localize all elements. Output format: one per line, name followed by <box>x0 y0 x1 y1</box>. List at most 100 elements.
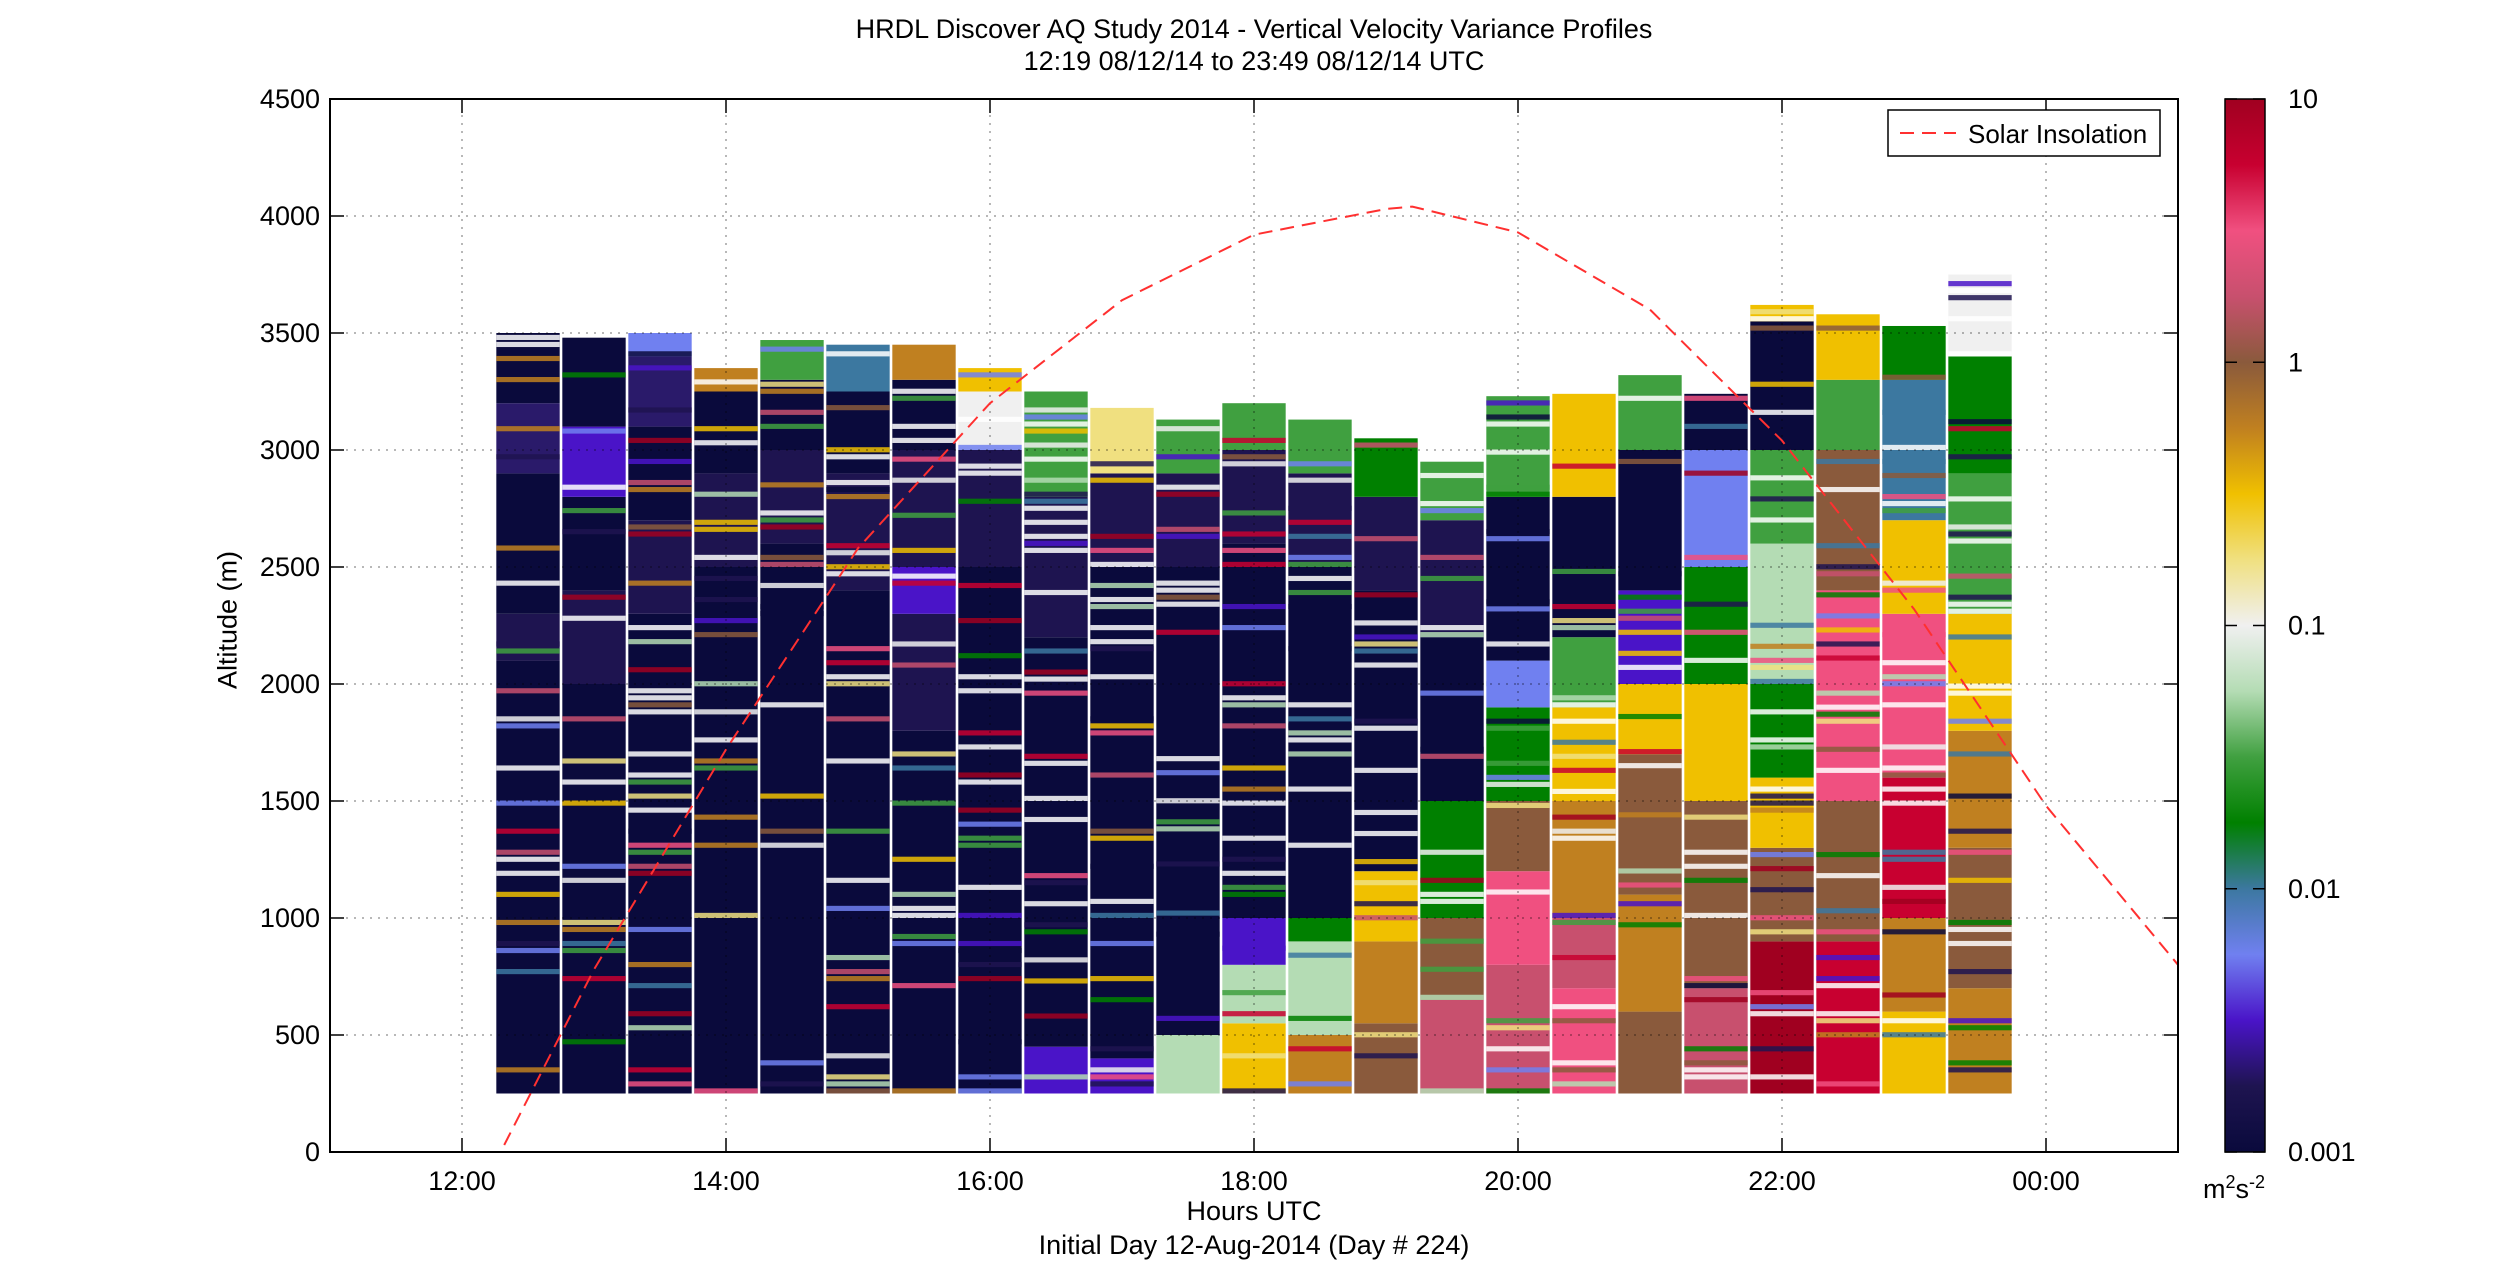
profile-gate <box>1882 772 1946 778</box>
profile-gate <box>1090 828 1154 834</box>
profile-gate <box>1288 461 1352 467</box>
profile-gate <box>1618 571 1682 577</box>
profile-gate <box>1288 477 1352 483</box>
profile-gate <box>958 470 1022 476</box>
profile-gate <box>496 940 560 947</box>
profile-gate <box>1156 533 1220 539</box>
profile-gate <box>826 351 890 357</box>
profile-gate <box>628 531 692 537</box>
profile-gate <box>1024 456 1088 462</box>
profile-gate <box>892 905 956 911</box>
profile-gate <box>1816 908 1880 914</box>
profile-gate <box>562 594 626 600</box>
profile-gate <box>1156 484 1220 490</box>
profile-gate <box>1816 641 1880 647</box>
profile-bin <box>1354 941 1418 1024</box>
profile-gate <box>1750 709 1814 715</box>
profile-gate <box>496 969 560 975</box>
profile-gate <box>760 388 824 394</box>
profile-gate <box>1288 554 1352 560</box>
solar-insolation-line <box>503 205 2178 1146</box>
profile-bin <box>892 450 956 567</box>
profile-gate <box>1090 561 1154 567</box>
profile-gate <box>1486 781 1550 787</box>
profile-gate <box>1882 884 1946 890</box>
x-tick-label: 18:00 <box>1220 1166 1288 1196</box>
y-tick-label: 2000 <box>260 669 320 699</box>
profile-gate <box>826 543 890 549</box>
profile-gate <box>1816 690 1880 696</box>
profile-gate <box>1354 880 1418 886</box>
profile-gate <box>1090 863 1154 869</box>
profile-gate <box>1222 1053 1286 1059</box>
profile-gate <box>958 372 1022 378</box>
profile-gate <box>562 529 626 535</box>
profile-gate <box>1882 898 1946 904</box>
profile-gate <box>1948 793 2012 799</box>
profile-gate <box>1948 496 2012 502</box>
profile-gate <box>694 1088 758 1094</box>
profile-gate <box>1816 954 1880 961</box>
profile-gate <box>1288 730 1352 736</box>
x-tick-label: 20:00 <box>1484 1166 1552 1196</box>
profile-gate <box>958 779 1022 785</box>
profile-gate <box>562 716 626 722</box>
profile-gate <box>1024 922 1088 928</box>
profile-gate <box>1816 852 1880 858</box>
profile-gate <box>1948 634 2012 640</box>
profile-gate <box>1948 524 2012 530</box>
profile-gate <box>1948 454 2012 460</box>
profile-gate <box>628 702 692 708</box>
profile-gate <box>1222 547 1286 553</box>
profile-gate <box>1750 643 1814 649</box>
profile-gate <box>1090 646 1154 652</box>
profile-gate <box>760 482 824 488</box>
colorbar-ticks: 0.001 0.01 0.1 1 10 <box>2225 84 2356 1167</box>
profile-gate <box>694 765 758 771</box>
profile-gate <box>1882 374 1946 380</box>
profile-gate <box>1486 484 1550 490</box>
profile-gate <box>496 828 560 834</box>
profile-gate <box>760 517 824 523</box>
profile-gate <box>1684 877 1748 883</box>
profile-gate <box>628 983 692 989</box>
y-tick-label: 4500 <box>260 84 320 114</box>
profile-gate <box>1090 940 1154 947</box>
y-tick-label: 3500 <box>260 318 320 348</box>
profile-gate <box>1552 954 1616 961</box>
profile-gate <box>1816 592 1880 598</box>
profile-gate <box>760 561 824 567</box>
profile-gate <box>1156 426 1220 432</box>
profile-gate <box>1222 1011 1286 1017</box>
profile-gate <box>1354 901 1418 907</box>
profile-bin <box>892 613 956 731</box>
profile-gate <box>1816 983 1880 989</box>
x-tick-label: 14:00 <box>692 1166 760 1196</box>
profile-gate <box>1618 922 1682 928</box>
profile-gate <box>628 351 692 357</box>
profile-gate <box>826 758 890 764</box>
profile-gate <box>1618 812 1682 818</box>
profile-gate <box>892 751 956 757</box>
profile-gate <box>628 751 692 757</box>
y-tick-label: 4000 <box>260 201 320 231</box>
profile-gate <box>1948 601 2012 607</box>
x-axis-sublabel: Initial Day 12-Aug-2014 (Day # 224) <box>1038 1230 1470 1260</box>
profile-gate <box>628 486 692 493</box>
profile-gate <box>1420 625 1484 631</box>
profile-gate <box>1684 423 1748 429</box>
profile-gate <box>1552 625 1616 631</box>
profile-gate <box>1882 856 1946 862</box>
profile-gate <box>1684 1067 1748 1073</box>
profile-gate <box>562 800 626 806</box>
profile-gate <box>1816 458 1880 465</box>
profile-gate <box>1024 421 1088 427</box>
profile-gate <box>1024 880 1088 886</box>
profile-bin <box>1882 613 1946 778</box>
profile-gate <box>1618 749 1682 755</box>
profile-gate <box>1552 919 1616 926</box>
profile-gate <box>1024 690 1088 696</box>
profile-bin <box>1816 941 1880 1094</box>
profile-gate <box>1948 281 2012 287</box>
profile-gate <box>694 632 758 638</box>
